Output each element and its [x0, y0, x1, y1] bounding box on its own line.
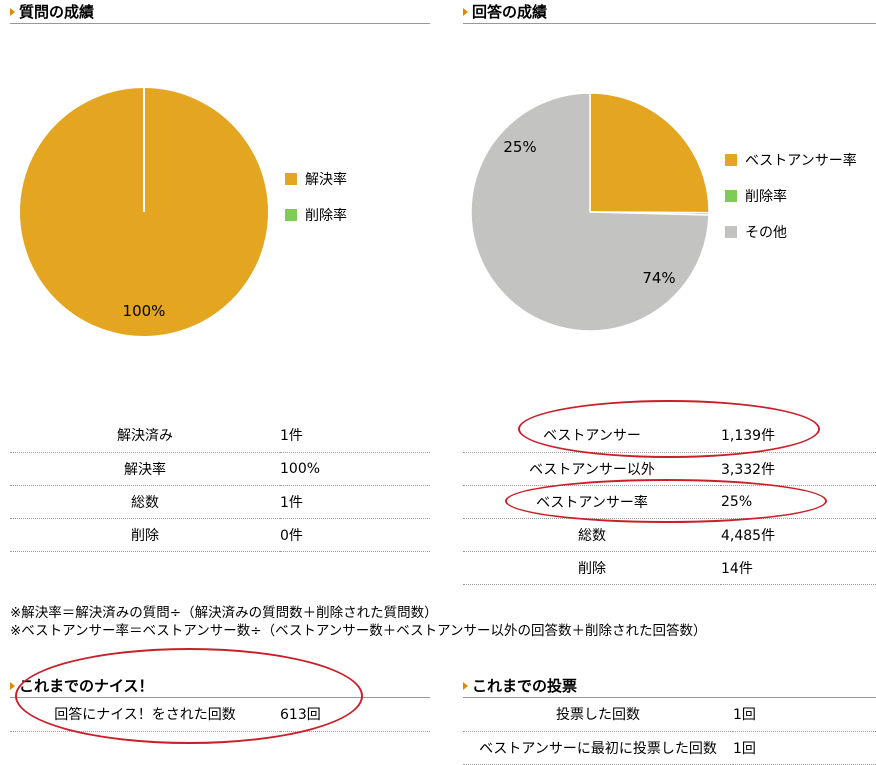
stat-value: 14件 — [721, 551, 876, 585]
stat-label: 投票した回数 — [463, 698, 733, 732]
legend-swatch — [725, 190, 737, 202]
answer-section-title: 回答の成績 — [463, 2, 876, 24]
legend-label: その他 — [745, 225, 787, 241]
table-row: 解決率 100% — [10, 452, 430, 486]
stat-value: 3,332件 — [721, 452, 876, 486]
question-section-title: 質問の成績 — [10, 2, 430, 24]
pie-slice — [589, 92, 710, 214]
legend-swatch — [725, 226, 737, 238]
legend-swatch — [725, 154, 737, 166]
bullet-arrow-icon — [463, 8, 468, 16]
stat-label: ベストアンサーに最初に投票した回数 — [463, 731, 733, 765]
pie-data-label: 100% — [123, 302, 166, 320]
highlight-ellipse-nice — [15, 648, 363, 744]
stat-label: 削除 — [10, 518, 280, 552]
bullet-arrow-icon — [463, 682, 468, 690]
stat-value: 1回 — [733, 731, 876, 765]
pie-data-label: 25% — [503, 138, 536, 156]
formula-notes: ※解決率＝解決済みの質問÷（解決済みの質問数＋削除された質問数） ※ベストアンサ… — [10, 604, 707, 640]
legend-label: 削除率 — [305, 208, 347, 224]
note-best-answer-rate: ※ベストアンサー率＝ベストアンサー数÷（ベストアンサー数＋ベストアンサー以外の回… — [10, 623, 707, 639]
stat-label: 総数 — [10, 485, 280, 519]
answer-legend: ベストアンサー率 削除率その他 — [725, 142, 857, 250]
legend-item: 解決率 — [285, 161, 347, 197]
table-row: 削除 14件 — [463, 551, 876, 585]
legend-swatch — [285, 209, 297, 221]
stat-label: 総数 — [463, 518, 721, 552]
legend-item: その他 — [725, 214, 857, 250]
stat-value: 0件 — [280, 518, 430, 552]
legend-label: 解決率 — [305, 172, 347, 188]
bullet-arrow-icon — [10, 8, 15, 16]
stat-value: 1件 — [280, 485, 430, 519]
question-stats-table: 解決済み 1件 解決率 100% 総数 1件 削除 0件 — [10, 419, 430, 552]
stat-value: 1回 — [733, 698, 876, 732]
bullet-arrow-icon — [10, 682, 15, 690]
stat-value: 4,485件 — [721, 518, 876, 552]
legend-item: ベストアンサー率 — [725, 142, 857, 178]
legend-label: ベストアンサー率 — [745, 153, 857, 169]
highlight-ellipse-best-answer-rate — [505, 479, 827, 523]
vote-section-title: これまでの投票 — [463, 676, 876, 698]
note-resolution-rate: ※解決率＝解決済みの質問÷（解決済みの質問数＋削除された質問数） — [10, 605, 438, 621]
stat-label: 解決率 — [10, 452, 280, 486]
stat-label: 削除 — [463, 551, 721, 585]
table-row: 削除 0件 — [10, 518, 430, 552]
legend-item: 削除率 — [285, 197, 347, 233]
table-row: 総数 1件 — [10, 485, 430, 519]
question-pie-chart: 100% — [20, 88, 268, 336]
highlight-ellipse-best-answer — [518, 400, 820, 458]
legend-item: 削除率 — [725, 178, 857, 214]
table-row: 投票した回数 1回 — [463, 698, 876, 732]
stat-value: 100% — [280, 452, 430, 486]
stat-value: 1件 — [280, 419, 430, 453]
pie-data-label: 74% — [642, 269, 675, 287]
question-legend: 解決率 削除率 — [285, 161, 347, 233]
table-row: 解決済み 1件 — [10, 419, 430, 453]
pie-slice — [470, 92, 710, 332]
legend-swatch — [285, 173, 297, 185]
legend-label: 削除率 — [745, 189, 787, 205]
vote-stats-table: 投票した回数 1回 ベストアンサーに最初に投票した回数 1回 — [463, 698, 876, 765]
stat-label: 解決済み — [10, 419, 280, 453]
answer-pie-chart: 25% 74% — [470, 92, 710, 332]
table-row: 総数 4,485件 — [463, 518, 876, 552]
table-row: ベストアンサーに最初に投票した回数 1回 — [463, 731, 876, 765]
